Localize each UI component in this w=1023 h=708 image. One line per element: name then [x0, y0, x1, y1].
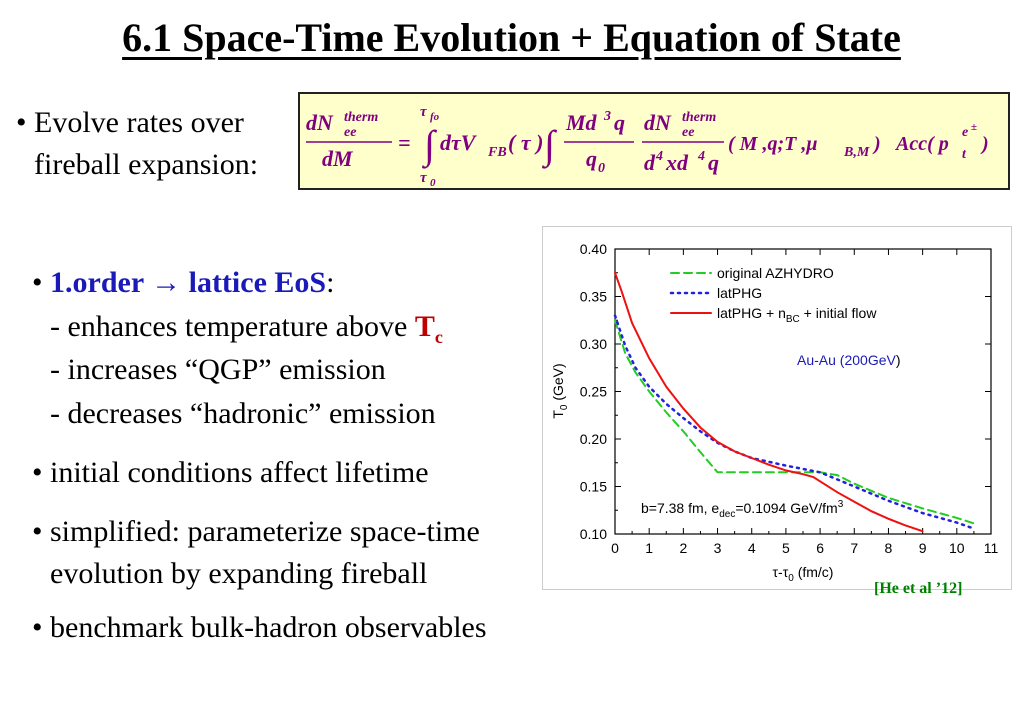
- eq-frac3-sub: ee: [682, 125, 694, 140]
- chart-svg: 0 1 2 3 4 5 6 7 8 9 10 11 0.10 0.15 0.20 0.25 0.30 0.35 0.…: [550, 241, 999, 584]
- y-tick-label: 0.20: [580, 431, 607, 447]
- x-tick-label: 1: [645, 540, 653, 556]
- equation-box: dN therm ee dM = ∫ τ fo τ 0 dτV FB ( τ )…: [298, 92, 1010, 190]
- x-tick-label: 0: [611, 540, 619, 556]
- intro-line-2: fireball expansion:: [34, 148, 259, 181]
- x-tick-label: 9: [919, 540, 927, 556]
- bullet-lattice-eos-colon: :: [326, 266, 335, 299]
- eq-frac2-num: Md: [565, 110, 598, 135]
- intro-line-1: • Evolve rates over: [16, 106, 244, 139]
- eq-acc: Acc( p: [894, 133, 949, 155]
- eq-args-start: ( M ,q;T ,μ: [728, 133, 817, 155]
- series-line-latphg-n: [614, 271, 924, 533]
- x-axis-label: τ-τ0 (fm/c): [773, 564, 834, 584]
- eq-acc-sup: e: [962, 125, 968, 140]
- eq-frac3-den-a: d: [644, 150, 656, 175]
- y-axis-label: T0 (GeV): [550, 363, 570, 418]
- x-tick-label: 6: [816, 540, 824, 556]
- eq-frac3-den-a-sup: 4: [655, 149, 663, 164]
- y-tick-label: 0.25: [580, 384, 607, 400]
- legend-label: original AZHYDRO: [717, 265, 834, 281]
- y-tick-label: 0.35: [580, 289, 607, 305]
- series-line-latphg: [613, 314, 972, 529]
- series-line-original-azhydro: [614, 319, 979, 526]
- bullet-marker: •: [32, 266, 51, 299]
- eq-upper-limit-sub: fo: [430, 111, 440, 123]
- system-annotation: Au-Au (200GeV): [797, 352, 901, 368]
- eq-frac2-num-sup: 3: [603, 109, 611, 124]
- eq-lhs-num: dN: [306, 110, 334, 135]
- y-tick-label: 0.40: [580, 241, 607, 257]
- params-annotation: b=7.38 fm, edec=0.1094 GeV/fm3: [641, 499, 844, 520]
- eq-lhs-den: dM: [322, 146, 354, 171]
- tc-symbol: Tc: [414, 310, 443, 347]
- eq-upper-limit: τ: [420, 104, 428, 120]
- sub-bullet-enhances-text: - enhances temperature above: [50, 310, 415, 343]
- eq-acc-end: ): [980, 133, 989, 155]
- y-tick-label: 0.30: [580, 336, 607, 352]
- eq-frac2-den: q: [586, 146, 597, 171]
- bullet-benchmark: • benchmark bulk-hadron observables: [32, 611, 487, 644]
- sub-bullet-qgp: - increases “QGP” emission: [50, 353, 386, 386]
- eq-frac3-sup: therm: [682, 110, 716, 125]
- y-tick-label: 0.15: [580, 479, 607, 495]
- eq-lower-limit: τ: [420, 170, 428, 186]
- eq-integral-sign: ∫: [421, 122, 438, 169]
- x-tick-label: 3: [714, 540, 722, 556]
- sub-bullet-hadronic: - decreases “hadronic” emission: [50, 397, 436, 430]
- slide-title: 6.1 Space-Time Evolution + Equation of S…: [122, 15, 901, 60]
- eq-integrand-sub: FB: [487, 145, 507, 160]
- eq-args-sub: B,M: [843, 145, 870, 160]
- bullet-initial-conditions: • initial conditions affect lifetime: [32, 456, 429, 489]
- eq-lower-limit-sub: 0: [430, 177, 436, 188]
- bullet-simplified-2: evolution by expanding fireball: [50, 557, 428, 590]
- eq-lhs-sup: therm: [344, 110, 378, 125]
- bullet-lattice-eos: • 1.order → lattice EoS:: [32, 266, 334, 300]
- eq-frac3-den-b: xd: [665, 150, 689, 175]
- eq-frac3-den-c: q: [708, 150, 719, 175]
- eq-frac3-den-b-sup: 4: [697, 149, 705, 164]
- x-tick-label: 4: [748, 540, 756, 556]
- eq-equals: =: [398, 130, 411, 155]
- x-tick-label: 8: [885, 540, 893, 556]
- eq-lhs-sub: ee: [344, 125, 356, 140]
- x-tick-label: 2: [679, 540, 687, 556]
- x-tick-label: 10: [949, 540, 965, 556]
- x-tick-label: 7: [850, 540, 858, 556]
- eq-frac3-num: dN: [644, 110, 672, 135]
- bullet-simplified-1: • simplified: parameterize space-time: [32, 515, 480, 548]
- reference-citation: [He et al ’12]: [874, 580, 963, 597]
- eq-integrand-arg: ( τ ): [508, 130, 543, 155]
- sub-bullet-enhances: - enhances temperature above Tc: [50, 310, 443, 348]
- y-tick-label: 0.10: [580, 526, 607, 542]
- tc-subscript: c: [434, 327, 443, 347]
- legend-label: latPHG + nBC + initial flow: [717, 305, 877, 325]
- eq-frac2-num-end: q: [614, 110, 625, 135]
- eq-acc-sup-pm: ±: [971, 121, 977, 133]
- x-tick-label: 11: [984, 540, 999, 556]
- x-tick-label: 5: [782, 540, 790, 556]
- eq-acc-sub: t: [962, 147, 967, 162]
- legend-label: latPHG: [717, 285, 762, 301]
- eq-frac2-den-sub: 0: [598, 161, 605, 176]
- eq-args-end: ): [872, 133, 881, 155]
- equation-svg: dN therm ee dM = ∫ τ fo τ 0 dτV FB ( τ )…: [306, 104, 989, 189]
- bullet-lattice-eos-bold: 1.order → lattice EoS: [50, 266, 327, 299]
- eq-integrand: dτV: [440, 130, 478, 155]
- temperature-chart: 0 1 2 3 4 5 6 7 8 9 10 11 0.10 0.15 0.20 0.25 0.30 0.35 0.…: [542, 226, 1012, 590]
- eq-integral-sign-2: ∫: [541, 122, 558, 169]
